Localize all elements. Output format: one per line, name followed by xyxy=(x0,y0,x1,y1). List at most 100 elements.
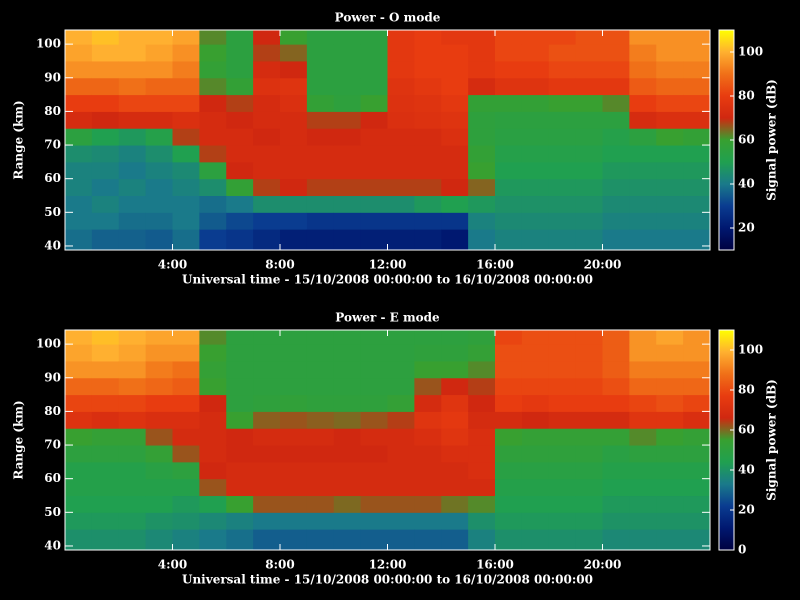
heatmap-cell xyxy=(441,495,469,513)
heatmap-cell xyxy=(548,394,577,412)
heatmap-cell xyxy=(226,411,254,429)
heatmap-cell xyxy=(360,394,388,412)
heatmap-cell xyxy=(226,128,254,146)
heatmap-cell xyxy=(118,411,147,429)
heatmap-cell xyxy=(468,212,496,230)
heatmap-cell xyxy=(414,145,442,163)
heatmap-cell xyxy=(65,411,93,429)
heatmap-cell xyxy=(306,44,335,62)
heatmap-cell xyxy=(495,377,523,396)
heatmap-cell xyxy=(602,128,630,146)
heatmap-cell xyxy=(118,111,147,129)
colorbar-tick-label: 80 xyxy=(738,383,755,397)
heatmap-cell xyxy=(199,212,227,230)
heatmap-cell xyxy=(91,495,120,513)
heatmap-cell xyxy=(333,445,362,463)
heatmap-cell xyxy=(602,30,630,45)
heatmap-cell xyxy=(253,478,281,497)
heatmap-cell xyxy=(118,30,147,45)
heatmap-cell xyxy=(91,344,120,362)
heatmap-cell xyxy=(226,529,254,551)
heatmap-cell xyxy=(226,145,254,163)
heatmap-cell xyxy=(387,495,415,513)
heatmap-cell xyxy=(172,161,200,180)
heatmap-cell xyxy=(65,60,93,79)
heatmap-cell xyxy=(360,495,388,513)
heatmap-cell xyxy=(280,478,308,497)
heatmap-cell xyxy=(629,411,657,429)
heatmap-cell xyxy=(172,344,200,362)
heatmap-cell xyxy=(602,411,630,429)
y-tick-label: 90 xyxy=(44,70,61,84)
heatmap-cell xyxy=(280,161,308,180)
heatmap-cell xyxy=(495,428,523,446)
heatmap-cell xyxy=(495,512,523,530)
heatmap-cell xyxy=(683,178,711,197)
heatmap-cell xyxy=(575,529,603,551)
heatmap-cell xyxy=(360,428,388,446)
heatmap-cell xyxy=(360,44,388,62)
heatmap-cell xyxy=(468,128,496,146)
heatmap-cell xyxy=(145,30,173,45)
heatmap-cell xyxy=(414,512,442,530)
heatmap-cell xyxy=(91,111,120,129)
colorbar-tick-label: 100 xyxy=(738,45,763,59)
heatmap-cell xyxy=(333,512,362,530)
heatmap-cell xyxy=(226,344,254,362)
heatmap-cell xyxy=(521,344,550,362)
heatmap-cell xyxy=(199,30,227,45)
heatmap-cell xyxy=(656,195,684,213)
heatmap-cell xyxy=(306,195,335,213)
heatmap-cell xyxy=(360,77,388,96)
y-axis-label: Range (km) xyxy=(12,400,26,479)
heatmap-cell xyxy=(91,512,120,530)
heatmap-cell xyxy=(656,394,684,412)
heatmap-cell xyxy=(253,344,281,362)
heatmap-cell xyxy=(280,195,308,213)
heatmap-cell xyxy=(575,512,603,530)
heatmap-cell xyxy=(91,128,120,146)
heatmap-cell xyxy=(602,44,630,62)
heatmap-cell xyxy=(629,529,657,551)
heatmap-cell xyxy=(414,445,442,463)
heatmap-cell xyxy=(199,111,227,129)
heatmap-cell xyxy=(548,145,577,163)
heatmap-cell xyxy=(91,145,120,163)
heatmap-cell xyxy=(118,128,147,146)
heatmap-cell xyxy=(468,178,496,197)
heatmap-cell xyxy=(91,411,120,429)
heatmap-cell xyxy=(333,478,362,497)
heatmap-cell xyxy=(333,461,362,480)
heatmap-cell xyxy=(387,529,415,551)
heatmap-cell xyxy=(548,445,577,463)
heatmap-cell xyxy=(495,445,523,463)
heatmap-cell xyxy=(521,128,550,146)
heatmap-cell xyxy=(548,360,577,379)
heatmap-cell xyxy=(333,161,362,180)
heatmap-cell xyxy=(172,77,200,96)
heatmap-cell xyxy=(253,195,281,213)
heatmap-cell xyxy=(521,44,550,62)
heatmap-cell xyxy=(333,229,362,251)
heatmap-cell xyxy=(387,94,415,112)
heatmap-cell xyxy=(441,330,469,345)
heatmap-cell xyxy=(387,30,415,45)
heatmap-cell xyxy=(306,360,335,379)
heatmap-cell xyxy=(280,445,308,463)
heatmap-cell xyxy=(548,229,577,251)
heatmap-cell xyxy=(306,330,335,345)
heatmap-cell xyxy=(468,495,496,513)
heatmap-cell xyxy=(548,128,577,146)
heatmap-cell xyxy=(548,111,577,129)
heatmap-cell xyxy=(414,212,442,230)
heatmap-cell xyxy=(145,60,173,79)
y-tick-label: 50 xyxy=(44,505,61,519)
heatmap-cell xyxy=(575,445,603,463)
heatmap-cell xyxy=(387,111,415,129)
x-tick-label: 8:00 xyxy=(265,558,294,572)
heatmap-cell xyxy=(441,445,469,463)
heatmap-cell xyxy=(387,178,415,197)
heatmap-cell xyxy=(65,512,93,530)
